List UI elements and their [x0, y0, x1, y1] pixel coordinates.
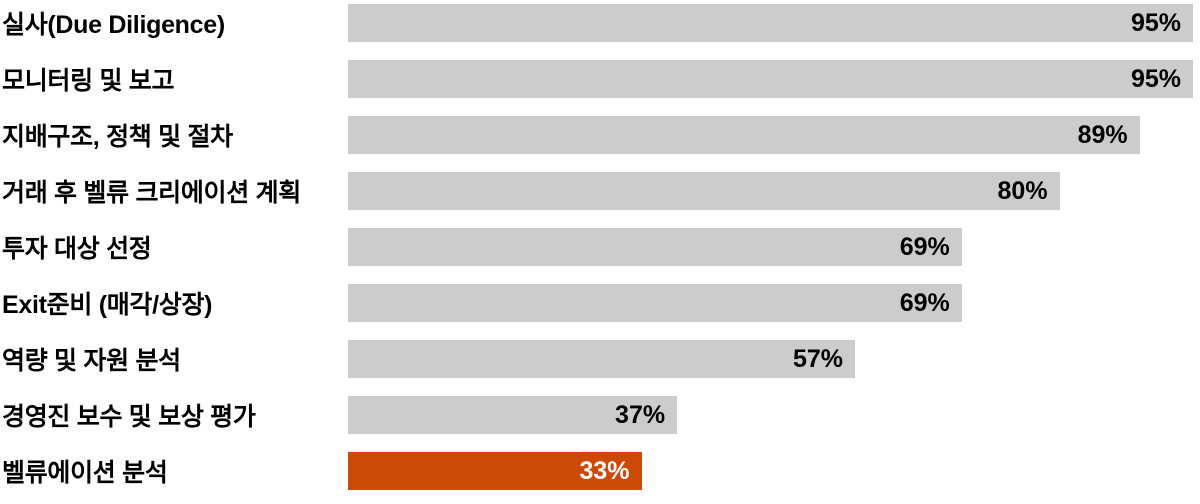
category-label: 투자 대상 선정 — [2, 235, 152, 263]
value-label: 89% — [1077, 120, 1128, 149]
category-label: 벨류에이션 분석 — [2, 459, 168, 487]
bar: 89% — [348, 116, 1140, 154]
category-label: 역량 및 자원 분석 — [2, 347, 181, 375]
category-label: 실사(Due Diligence) — [2, 11, 225, 39]
value-label: 80% — [997, 176, 1048, 205]
bar: 57% — [348, 340, 855, 378]
bar-row: 역량 및 자원 분석 57% — [0, 340, 1200, 378]
bar-track: 69% — [348, 284, 1193, 322]
bar: 33% — [348, 452, 642, 490]
bar-track: 57% — [348, 340, 1193, 378]
bar-track: 69% — [348, 228, 1193, 266]
bar-row: 벨류에이션 분석 33% — [0, 452, 1200, 490]
bar-track: 95% — [348, 4, 1193, 42]
value-label: 33% — [579, 456, 630, 485]
bar-row: 투자 대상 선정 69% — [0, 228, 1200, 266]
value-label: 95% — [1130, 8, 1181, 37]
category-label: 거래 후 벨류 크리에이션 계획 — [2, 179, 301, 207]
bar-track: 89% — [348, 116, 1193, 154]
value-label: 69% — [899, 288, 950, 317]
category-label: 경영진 보수 및 보상 평가 — [2, 403, 256, 431]
bar: 37% — [348, 396, 678, 434]
value-label: 37% — [615, 400, 666, 429]
bar-row: 경영진 보수 및 보상 평가 37% — [0, 396, 1200, 434]
category-label: 지배구조, 정책 및 절차 — [2, 123, 233, 151]
bar-track: 80% — [348, 172, 1193, 210]
bar-row: 실사(Due Diligence) 95% — [0, 4, 1200, 42]
bar: 69% — [348, 228, 962, 266]
bar: 95% — [348, 4, 1193, 42]
bar-track: 95% — [348, 60, 1193, 98]
bar: 69% — [348, 284, 962, 322]
bar-row: 모니터링 및 보고 95% — [0, 60, 1200, 98]
category-label: 모니터링 및 보고 — [2, 67, 175, 95]
value-label: 69% — [899, 232, 950, 261]
bar: 80% — [348, 172, 1060, 210]
bar-row: Exit준비 (매각/상장) 69% — [0, 284, 1200, 322]
bar-track: 37% — [348, 396, 1193, 434]
bar-row: 지배구조, 정책 및 절차 89% — [0, 116, 1200, 154]
value-label: 95% — [1130, 64, 1181, 93]
bar: 95% — [348, 60, 1193, 98]
category-label: Exit준비 (매각/상장) — [2, 291, 213, 319]
value-label: 57% — [792, 344, 843, 373]
bar-track: 33% — [348, 452, 1193, 490]
bar-row: 거래 후 벨류 크리에이션 계획 80% — [0, 172, 1200, 210]
